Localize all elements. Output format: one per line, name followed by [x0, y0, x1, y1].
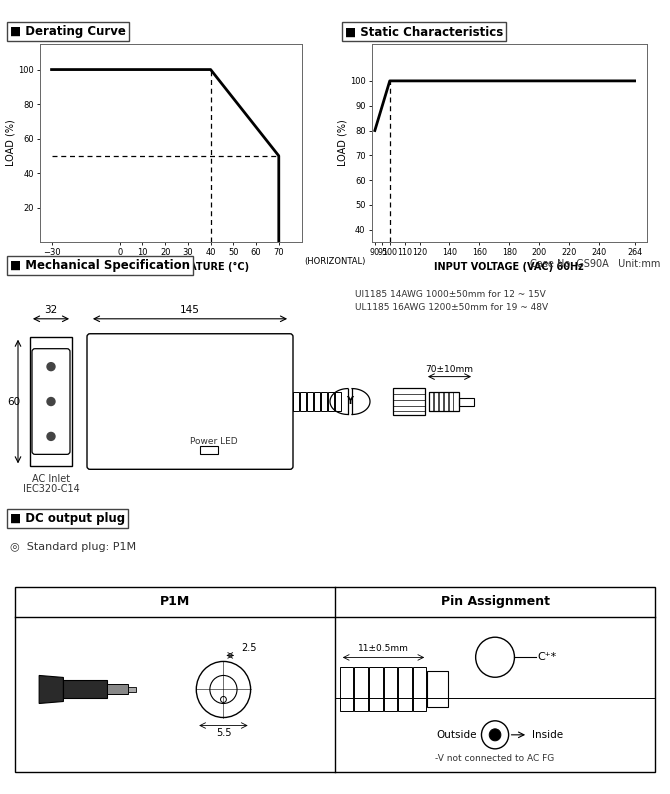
Text: (HORIZONTAL): (HORIZONTAL) [304, 257, 366, 266]
Bar [459, 398, 474, 406]
Bar [398, 668, 411, 711]
Text: Outside: Outside [436, 730, 476, 740]
Text: IEC320-C14: IEC320-C14 [23, 484, 79, 494]
Text: C⁺*: C⁺* [538, 652, 557, 662]
Text: 5.5: 5.5 [216, 727, 231, 738]
Bar [354, 668, 368, 711]
Text: ■ Mechanical Specification: ■ Mechanical Specification [10, 259, 190, 272]
Bar [335, 391, 341, 411]
Bar [107, 684, 129, 695]
Text: P1M: P1M [160, 596, 190, 608]
Circle shape [47, 433, 55, 441]
Bar [413, 668, 426, 711]
Text: UL1185 16AWG 1200±50mm for 19 ~ 48V: UL1185 16AWG 1200±50mm for 19 ~ 48V [355, 303, 548, 312]
Text: 2.5: 2.5 [241, 643, 257, 653]
Text: Y: Y [346, 395, 354, 406]
Bar [449, 391, 453, 411]
Bar [340, 668, 354, 711]
Bar [15, 587, 655, 772]
Bar [393, 387, 425, 415]
Y-axis label: LOAD (%): LOAD (%) [337, 120, 347, 166]
Text: ■ DC output plug: ■ DC output plug [10, 512, 125, 525]
Bar [429, 391, 433, 411]
Bar [129, 687, 136, 692]
Bar [429, 391, 459, 411]
Bar [307, 391, 313, 411]
X-axis label: AMBIENT TEMPERATURE (°C): AMBIENT TEMPERATURE (°C) [92, 261, 249, 272]
Text: Inside: Inside [532, 730, 563, 740]
Polygon shape [39, 676, 64, 703]
Text: Power LED: Power LED [190, 437, 238, 446]
Text: ■ Static Characteristics: ■ Static Characteristics [345, 25, 503, 38]
Bar [200, 446, 218, 454]
Text: AC Inlet: AC Inlet [32, 474, 70, 484]
Text: 11±0.5mm: 11±0.5mm [358, 645, 409, 653]
Text: 60: 60 [7, 396, 21, 407]
Polygon shape [64, 680, 107, 699]
Bar [321, 391, 327, 411]
Bar [293, 391, 299, 411]
Bar [383, 668, 397, 711]
Bar [328, 391, 334, 411]
Bar [439, 391, 443, 411]
Bar [434, 391, 438, 411]
Bar [300, 391, 306, 411]
Circle shape [489, 729, 501, 741]
Text: ■ Derating Curve: ■ Derating Curve [10, 25, 126, 38]
Bar [369, 668, 383, 711]
Circle shape [47, 363, 55, 371]
Bar [30, 337, 72, 466]
Y-axis label: LOAD (%): LOAD (%) [5, 120, 15, 166]
X-axis label: INPUT VOLTAGE (VAC) 60Hz: INPUT VOLTAGE (VAC) 60Hz [434, 261, 584, 272]
Text: Pin Assignment: Pin Assignment [441, 596, 549, 608]
Bar [444, 391, 448, 411]
Text: -V not connected to AC FG: -V not connected to AC FG [436, 754, 555, 763]
Text: 145: 145 [180, 305, 200, 314]
Text: ◎  Standard plug: P1M: ◎ Standard plug: P1M [10, 542, 136, 552]
Text: Case No. GS90A   Unit:mm: Case No. GS90A Unit:mm [529, 259, 660, 269]
Text: UI1185 14AWG 1000±50mm for 12 ~ 15V: UI1185 14AWG 1000±50mm for 12 ~ 15V [355, 290, 546, 299]
Text: 70±10mm: 70±10mm [425, 364, 474, 374]
Bar [427, 672, 448, 707]
Circle shape [47, 398, 55, 406]
Bar [314, 391, 320, 411]
Text: 32: 32 [44, 305, 58, 314]
